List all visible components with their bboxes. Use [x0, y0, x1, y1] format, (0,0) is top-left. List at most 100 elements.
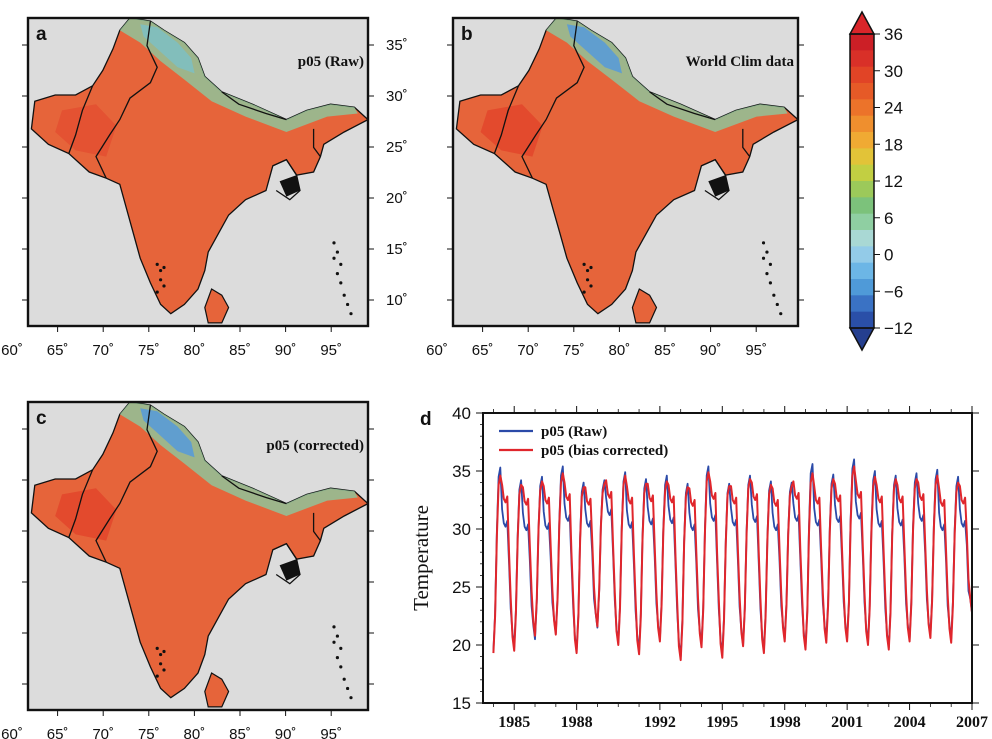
x-tick-label: 1988 [561, 714, 593, 731]
map-border-line [221, 91, 287, 121]
colorbar-segment [850, 50, 874, 68]
maps-layer: a p05 (Raw) 60˚ 65˚ 70˚ 75˚ 80˚ 85˚ 90˚ 95˚ 35˚ 30˚… [1, 16, 804, 739]
panel-letter-d: d [420, 409, 432, 430]
map-island-dot [162, 265, 166, 270]
map-landmass-south-asia [30, 402, 368, 699]
map-panel-a: a p05 (Raw) 60˚ 65˚ 70˚ 75˚ 80˚ 85˚ 90˚ 95˚ 35˚ 30˚… [1, 16, 408, 359]
y-tick-label: 30 [452, 520, 471, 539]
colorbar: 36 30 24 18 12 6 0 −6 −12 [848, 10, 913, 352]
map-lon-tick-label: 80˚ [184, 342, 206, 359]
map-lon-tick-label: 95˚ [745, 342, 767, 359]
colorbar-tick-label: 36 [884, 25, 903, 44]
colorbar-tick-label: −12 [884, 319, 913, 338]
colorbar-segment [850, 132, 874, 149]
map-lon-tick-label: 80˚ [609, 342, 631, 359]
chart-plot-area [483, 413, 972, 703]
colorbar-tick-label: 0 [884, 246, 893, 265]
x-tick-label: 1992 [644, 714, 676, 731]
colorbar-segment [850, 83, 874, 100]
series-line-bias-corrected [492, 465, 972, 662]
map-lat-tick-label: 20˚ [386, 190, 408, 207]
map-border-line [68, 469, 94, 538]
map-lon-tick-label: 70˚ [517, 342, 539, 359]
map-island-dot [335, 656, 339, 660]
map-lon-tick-label: 95˚ [320, 342, 342, 359]
map-warm-region [55, 104, 117, 157]
colorbar-tick-label: 30 [884, 62, 903, 81]
map-island-dot [582, 262, 586, 266]
map-island-dot [761, 241, 766, 245]
map-frame [26, 400, 370, 712]
map-island-dot [339, 281, 343, 285]
map-delta-dark [708, 175, 729, 197]
panel-title-c: p05 (corrected) [266, 438, 364, 454]
map-lon-tick-label: 65˚ [47, 726, 69, 739]
y-tick-label: 25 [452, 578, 471, 597]
x-tick-label: 2004 [894, 714, 926, 731]
colorbar-tick-label: 18 [884, 135, 903, 154]
map-snow-region [140, 408, 195, 458]
chart-series-group [492, 458, 972, 662]
map-sri-lanka [631, 288, 658, 324]
map-frame [26, 16, 370, 328]
map-islands [582, 241, 783, 316]
map-island-dot [335, 250, 339, 254]
panel-letter-b: b [461, 24, 473, 45]
map-lon-tick-label: 80˚ [184, 726, 206, 739]
x-tick-label: 2007 [956, 714, 988, 731]
map-lon-tick-label: 70˚ [92, 342, 114, 359]
legend-label-bias-corrected: p05 (bias corrected) [541, 443, 668, 459]
y-axis-label: Temperature [409, 505, 433, 611]
map-lon-tick-label: 75˚ [138, 726, 160, 739]
map-border-line [312, 512, 321, 541]
colorbar-segment [850, 148, 874, 166]
colorbar-low-arrow [848, 327, 876, 352]
map-border-line [649, 91, 716, 121]
map-island-dot [159, 652, 163, 657]
map-content [30, 18, 368, 324]
map-island-dot [162, 649, 166, 654]
map-island-dot [346, 686, 350, 691]
panel-letter-c: c [36, 408, 47, 429]
panel-letter-a: a [36, 24, 47, 45]
map-panel-c: c p05 (corrected) 60˚ 65˚ 70˚ 75˚ 80˚ 85˚ 90˚ 95˚ [1, 400, 374, 739]
colorbar-segment [850, 262, 874, 280]
map-island-dot [162, 668, 166, 672]
map-island-dot [761, 256, 766, 260]
map-island-dot [159, 268, 163, 273]
map-island-dot [155, 290, 159, 294]
map-island-dot [332, 625, 336, 629]
x-tick-label: 1998 [769, 714, 801, 731]
map-lat-tick-label: 35˚ [386, 37, 408, 54]
colorbar-segment [850, 181, 874, 198]
map-lon-tick-label: 70˚ [92, 726, 114, 739]
map-lat-tick-label: 15˚ [386, 241, 408, 258]
map-island-dot [589, 265, 593, 270]
map-lon-tick-label: 75˚ [563, 342, 585, 359]
colorbar-segment [850, 99, 874, 117]
map-island-dot [159, 278, 163, 282]
map-border-line [68, 85, 94, 154]
map-delta-dark [279, 559, 300, 581]
legend-label-raw: p05 (Raw) [541, 424, 607, 440]
map-content [455, 18, 798, 324]
colorbar-segment [850, 197, 874, 215]
colorbar-segment [850, 279, 874, 296]
colorbar-segment [850, 246, 874, 264]
map-island-dot [779, 312, 783, 316]
map-island-dot [332, 241, 336, 245]
colorbar-tick-label: 6 [884, 209, 893, 228]
map-island-dot [765, 250, 769, 254]
map-lat-tick-label: 25˚ [386, 139, 408, 156]
y-tick-label: 15 [452, 694, 471, 713]
y-tick-label: 40 [452, 404, 471, 423]
colorbar-tick-label: −6 [884, 282, 903, 301]
map-island-dot [768, 281, 773, 285]
map-island-dot [775, 302, 779, 307]
map-island-dot [349, 696, 353, 700]
map-lon-tick-label: 60˚ [426, 342, 448, 359]
map-island-dot [346, 302, 350, 307]
colorbar-segment [850, 115, 874, 133]
map-island-dot [155, 262, 159, 266]
map-island-dot [582, 290, 586, 294]
